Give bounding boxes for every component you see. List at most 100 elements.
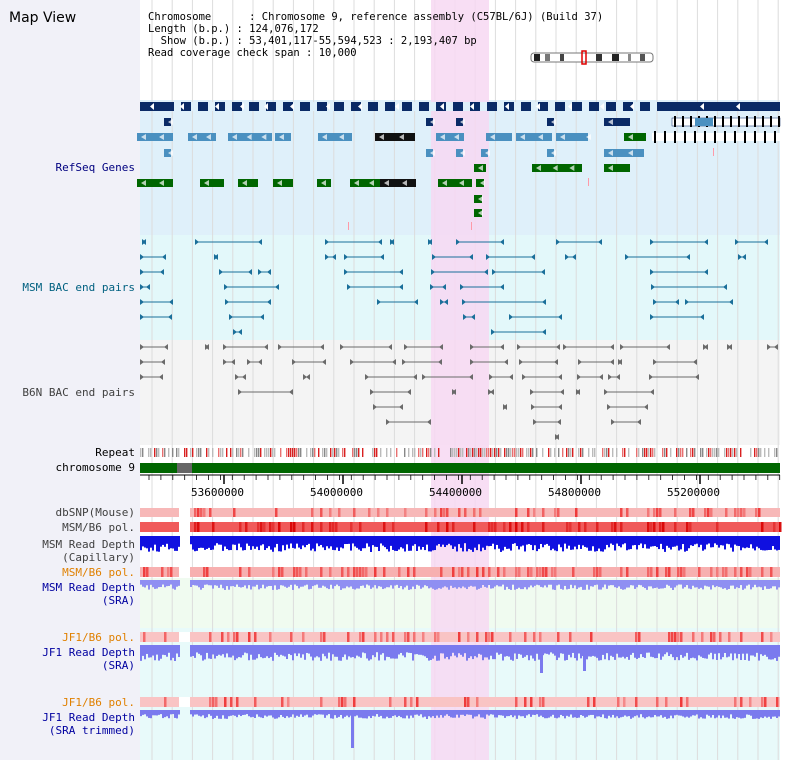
jf1-depth-sra-bin[interactable] (464, 645, 466, 654)
jf1-depth-trimmed-bin[interactable] (744, 710, 746, 718)
jf1-depth-trimmed-bin[interactable] (308, 710, 310, 718)
msm-bac-pair-end[interactable] (325, 239, 329, 245)
msm-bac-pair-end[interactable] (238, 329, 242, 335)
msm-depth-sra-bin[interactable] (742, 580, 744, 590)
jf1-depth-trimmed-bin[interactable] (582, 710, 584, 716)
jf1-depth-sra-bin[interactable] (556, 645, 558, 661)
jf1-depth-sra-bin[interactable] (238, 645, 240, 658)
repeat-element[interactable] (198, 448, 200, 457)
jf1-depth-trimmed-bin[interactable] (228, 710, 230, 717)
jf1-b6-pol-track-bin[interactable] (677, 632, 680, 642)
msm-depth-capillary-bin[interactable] (512, 536, 514, 544)
msm-b6-pol-track-bin[interactable] (584, 522, 587, 532)
msm-depth-sra-bin[interactable] (522, 580, 524, 590)
msm-bac-pair-end[interactable] (531, 254, 535, 260)
jf1-depth-trimmed-bin[interactable] (348, 710, 350, 718)
msm-depth-sra-bin[interactable] (324, 580, 326, 587)
msm-b6-pol-sra-track-bin[interactable] (551, 567, 554, 577)
jf1-b6-pol-track-bin[interactable] (701, 632, 704, 642)
msm-depth-sra-bin[interactable] (344, 580, 346, 589)
repeat-element[interactable] (694, 448, 696, 457)
msm-bac-pair-end[interactable] (542, 299, 546, 305)
msm-depth-capillary-bin[interactable] (226, 536, 228, 550)
jf1-depth-trimmed-bin[interactable] (586, 710, 588, 717)
msm-depth-sra-bin[interactable] (544, 580, 546, 586)
jf1-depth-sra-bin[interactable] (478, 645, 480, 654)
msm-depth-sra-bin[interactable] (596, 580, 598, 585)
jf1-b6-pol-track-bin[interactable] (713, 632, 716, 642)
jf1-depth-trimmed-bin[interactable] (230, 710, 232, 716)
msm-depth-sra-bin[interactable] (260, 580, 262, 589)
jf1-b6-pol-trim-track-bin[interactable] (539, 697, 542, 707)
msm-b6-pol-track-bin[interactable] (335, 522, 338, 532)
msm-depth-sra-bin[interactable] (578, 580, 580, 588)
msm-depth-capillary-bin[interactable] (248, 536, 250, 546)
jf1-depth-sra-bin[interactable] (736, 645, 738, 659)
msm-bac-pair-end[interactable] (704, 239, 708, 245)
chromosome-bar-body[interactable] (140, 463, 780, 473)
msm-bac-pair-end[interactable] (142, 239, 146, 245)
jf1-b6-pol-track-bin[interactable] (347, 632, 350, 642)
jf1-b6-pol-track-bin[interactable] (221, 632, 224, 642)
jf1-depth-sra-bin[interactable] (594, 645, 596, 657)
msm-depth-capillary-bin[interactable] (560, 536, 562, 548)
jf1-depth-trimmed-bin[interactable] (778, 710, 780, 717)
msm-depth-sra-bin[interactable] (720, 580, 722, 588)
jf1-depth-trimmed-bin[interactable] (518, 710, 520, 716)
msm-depth-capillary-bin[interactable] (598, 536, 600, 549)
jf1-depth-trimmed-bin[interactable] (690, 710, 692, 717)
jf1-depth-trimmed-bin[interactable] (364, 710, 366, 719)
jf1-depth-sra-bin[interactable] (306, 645, 308, 653)
jf1-depth-trimmed-bin[interactable] (530, 710, 532, 717)
jf1-depth-sra-bin[interactable] (154, 645, 156, 661)
msm-depth-capillary-bin[interactable] (712, 536, 714, 548)
jf1-depth-sra-bin[interactable] (738, 645, 740, 655)
msm-depth-capillary-bin[interactable] (440, 536, 442, 547)
jf1-depth-trimmed-bin[interactable] (300, 710, 302, 715)
msm-depth-sra-bin[interactable] (660, 580, 662, 589)
msm-depth-sra-bin[interactable] (618, 580, 620, 587)
msm-depth-capillary-bin[interactable] (382, 536, 384, 546)
msm-depth-sra-bin[interactable] (380, 580, 382, 587)
jf1-depth-trimmed-bin[interactable] (692, 710, 694, 716)
jf1-depth-trimmed-bin[interactable] (208, 710, 210, 715)
repeat-element[interactable] (462, 448, 464, 457)
msm-depth-capillary-bin[interactable] (708, 536, 710, 544)
dbsnp-track-bin[interactable] (197, 508, 200, 517)
msm-depth-capillary-bin[interactable] (770, 536, 772, 550)
b6n-bac-pair-end[interactable] (563, 344, 567, 350)
msm-b6-pol-sra-track-bin[interactable] (278, 567, 281, 577)
b6n-bac-pair-end[interactable] (205, 344, 209, 350)
msm-depth-capillary-bin[interactable] (724, 536, 726, 550)
msm-depth-capillary-bin[interactable] (614, 536, 616, 551)
jf1-depth-sra-bin[interactable] (750, 645, 752, 656)
msm-depth-capillary-bin[interactable] (504, 536, 506, 547)
dbsnp-track-bin[interactable] (527, 508, 530, 517)
jf1-depth-sra-bin[interactable] (676, 645, 678, 658)
msm-depth-sra-bin[interactable] (500, 580, 502, 587)
gene-feature[interactable] (137, 179, 173, 187)
b6n-bac-pair-end[interactable] (427, 419, 431, 425)
gene-feature[interactable] (582, 133, 588, 141)
repeat-element[interactable] (354, 448, 356, 457)
msm-depth-sra-bin[interactable] (348, 580, 350, 588)
jf1-depth-sra-bin[interactable] (308, 645, 310, 654)
msm-depth-sra-bin[interactable] (256, 580, 258, 585)
msm-depth-sra-bin[interactable] (254, 580, 256, 587)
msm-bac-pair-end[interactable] (267, 299, 271, 305)
jf1-depth-sra-bin[interactable] (426, 645, 428, 658)
msm-depth-sra-bin[interactable] (308, 580, 310, 590)
msm-depth-sra-bin[interactable] (736, 580, 738, 588)
jf1-depth-sra-bin[interactable] (494, 645, 496, 660)
repeat-element[interactable] (236, 448, 238, 457)
repeat-element[interactable] (176, 448, 178, 457)
msm-depth-sra-bin[interactable] (354, 580, 356, 590)
msm-bac-pair-end[interactable] (140, 284, 144, 290)
jf1-depth-sra-bin[interactable] (470, 645, 472, 657)
jf1-depth-trimmed-bin[interactable] (588, 710, 590, 716)
jf1-depth-trimmed-bin[interactable] (212, 710, 214, 719)
jf1-depth-sra-bin[interactable] (586, 645, 588, 660)
repeat-element[interactable] (162, 448, 164, 457)
msm-depth-sra-bin[interactable] (370, 580, 372, 589)
jf1-depth-sra-spike[interactable] (583, 645, 586, 671)
